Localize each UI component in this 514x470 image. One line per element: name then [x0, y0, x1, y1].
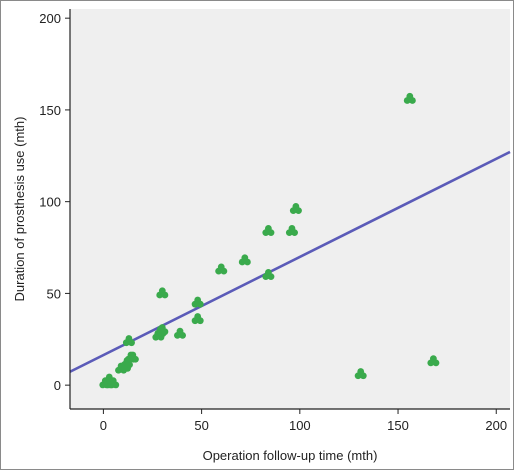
data-point-lobe [194, 299, 202, 307]
data-points [99, 92, 440, 389]
data-point-lobe [357, 371, 365, 378]
data-point-lobe [125, 338, 133, 345]
x-tick-label: 200 [485, 418, 507, 433]
data-point [262, 269, 275, 281]
data-point-lobe [264, 228, 272, 235]
data-point [289, 203, 302, 214]
x-axis-title: Operation follow-up time (mth) [203, 448, 378, 463]
data-point-lobe [109, 380, 117, 388]
data-point-lobe [194, 316, 202, 323]
data-point [215, 263, 228, 275]
data-point [126, 351, 139, 363]
data-point-lobe [158, 290, 166, 298]
data-point-lobe [158, 327, 166, 334]
data-point [174, 327, 186, 339]
data-point [107, 377, 120, 389]
data-point-lobe [241, 257, 249, 265]
y-axis-title: Duration of prosthesis use (mth) [12, 117, 27, 302]
data-point [122, 335, 135, 347]
y-tick-label: 0 [54, 378, 61, 393]
data-point [156, 324, 169, 336]
data-point-lobe [176, 330, 184, 338]
data-point [238, 254, 251, 266]
data-point [191, 313, 204, 325]
data-point [156, 287, 169, 299]
y-tick-label: 50 [47, 286, 61, 301]
data-point [191, 296, 204, 308]
data-point-lobe [292, 206, 300, 213]
y-tick-label: 100 [39, 195, 61, 210]
fit-line-layer [69, 150, 511, 373]
data-point-lobe [264, 272, 272, 279]
data-point [262, 225, 275, 237]
x-tick-label: 150 [387, 418, 409, 433]
x-tick-label: 50 [194, 418, 208, 433]
x-tick-label: 0 [100, 418, 107, 433]
data-point-lobe [429, 358, 437, 366]
data-point [285, 225, 298, 237]
plot-area [70, 9, 510, 409]
y-tick-label: 150 [39, 103, 61, 118]
x-axis-ticks: 0 50 100 150 200 [100, 409, 507, 433]
data-point [403, 92, 416, 104]
y-axis-ticks: 0 50 100 150 200 [39, 11, 70, 393]
y-tick-label: 200 [39, 11, 61, 26]
data-point [427, 355, 440, 367]
data-point-lobe [129, 354, 137, 362]
data-point [354, 368, 367, 380]
x-tick-label: 100 [289, 418, 311, 433]
regression-line [69, 150, 511, 373]
data-point-lobe [217, 266, 225, 274]
data-point-lobe [288, 228, 296, 235]
data-point-lobe [406, 95, 414, 103]
